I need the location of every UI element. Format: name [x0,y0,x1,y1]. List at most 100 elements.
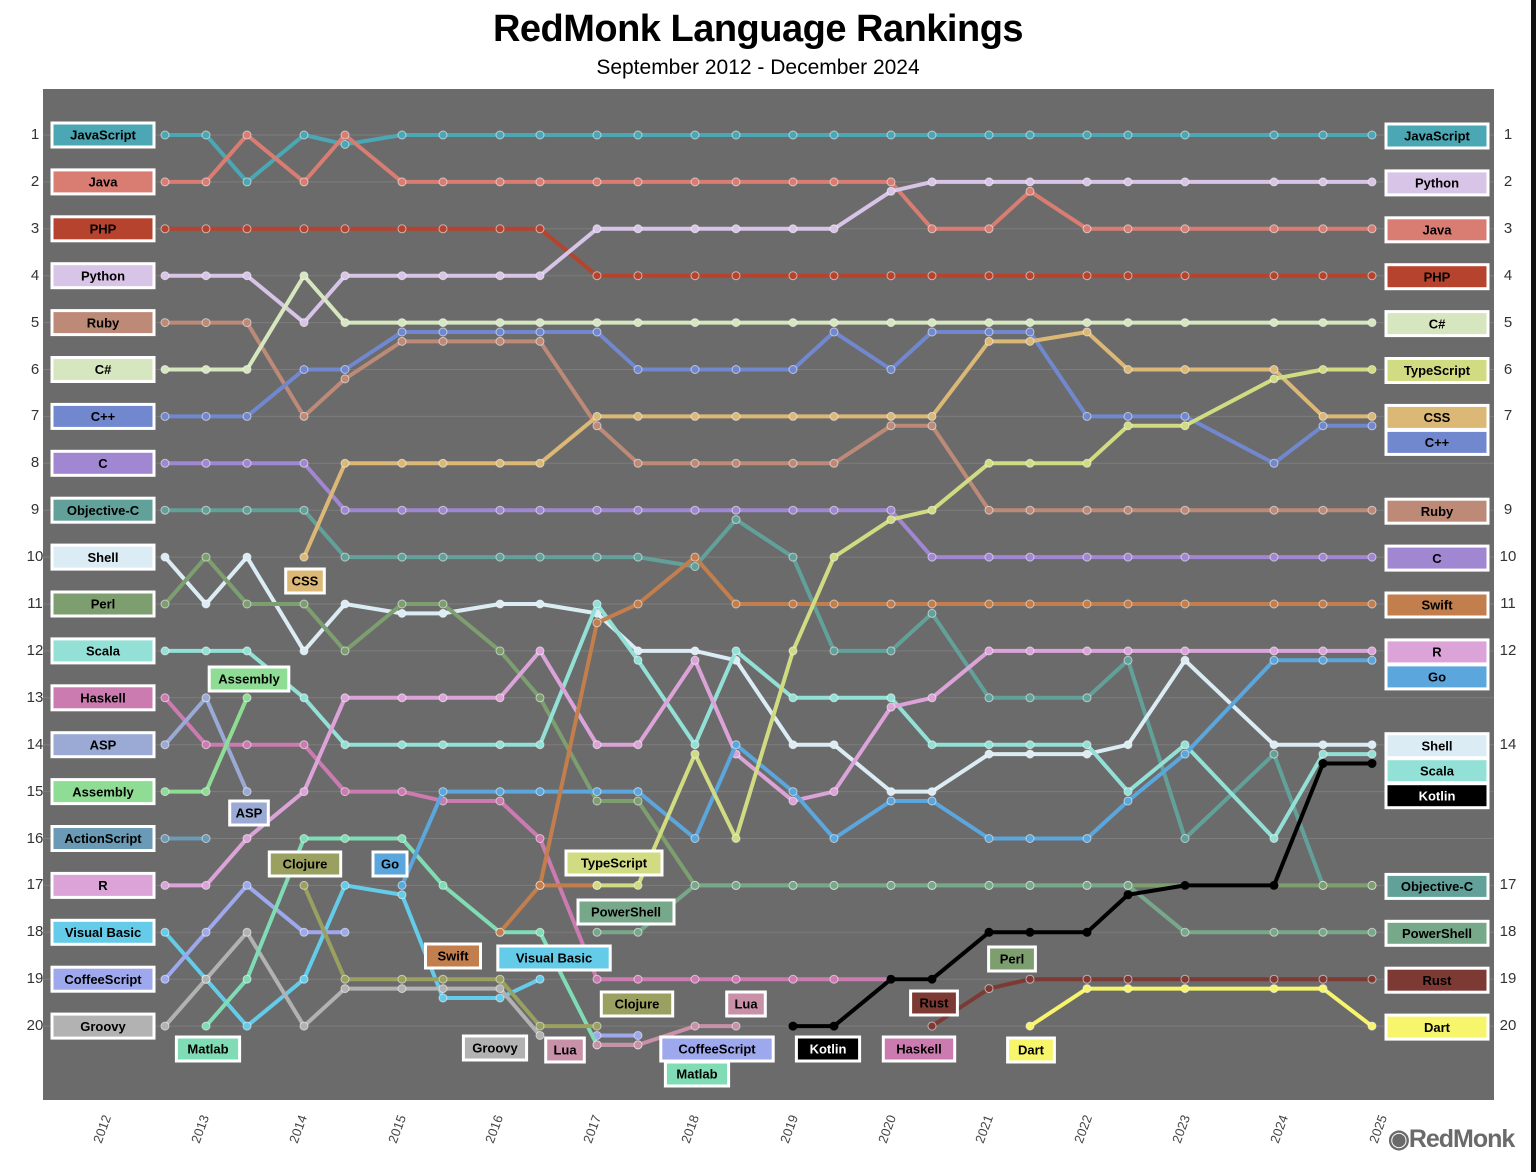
data-point [201,458,211,468]
data-point [535,1030,545,1040]
data-point [340,139,350,149]
data-point [1082,327,1092,337]
data-point [1025,318,1035,328]
data-point [1180,224,1190,234]
data-point [886,515,896,525]
data-point [438,984,448,994]
series-go [397,655,1377,890]
data-point [438,224,448,234]
y-tick-label: 20 [26,1017,44,1035]
data-point [690,561,700,571]
data-point [1180,749,1190,759]
y-tick-label: 5 [1503,313,1513,331]
data-point [886,505,896,515]
y-tick-label: 10 [26,548,44,566]
svg-text:R: R [1432,645,1442,660]
data-point [1082,646,1092,656]
data-point [829,271,839,281]
data-point [201,224,211,234]
data-point [886,130,896,140]
data-point [592,740,602,750]
data-point [299,271,309,281]
data-point [1269,130,1279,140]
page-edge [1531,0,1536,1172]
data-point [495,130,505,140]
data-point [829,787,839,797]
data-point [397,787,407,797]
start-label: Perl [50,590,156,618]
data-point [438,327,448,337]
data-point [1025,336,1035,346]
start-label: CoffeeScript [50,965,156,993]
data-point [1367,505,1377,515]
data-point [1269,749,1279,759]
svg-text:Assembly: Assembly [218,672,280,687]
data-point [160,411,170,421]
data-point [1082,927,1092,937]
series-java [160,130,1377,234]
svg-text:Perl: Perl [1000,952,1025,967]
data-point [299,787,309,797]
data-point [1082,880,1092,890]
logo-mark-icon: ◉ [1388,1125,1410,1153]
data-point [788,505,798,515]
data-point [1025,552,1035,562]
data-point [1025,271,1035,281]
data-point [1123,552,1133,562]
data-point [690,177,700,187]
data-point [829,834,839,843]
data-point [201,552,211,562]
data-point [1318,758,1328,768]
data-point [1367,1021,1377,1031]
data-point [397,224,407,234]
data-point [633,1030,643,1040]
data-point [535,599,545,609]
data-point [535,318,545,328]
series-assembly [160,693,252,797]
series-scala [160,599,1377,843]
end-label: Scala [1384,757,1490,785]
y-tick-label: 18 [26,923,44,941]
y-tick-label: 7 [1503,407,1513,425]
data-point [886,646,896,656]
start-label: Shell [50,543,156,571]
data-point [927,599,937,609]
data-point [299,927,309,937]
data-point [927,411,937,421]
data-point [1082,318,1092,328]
data-point [242,880,252,890]
data-point [633,130,643,140]
inline-label: ASP [228,799,270,827]
data-point [592,787,602,797]
data-point [1082,224,1092,234]
data-point [592,880,602,890]
svg-text:Python: Python [81,268,125,283]
y-tick-label: 17 [1499,876,1517,894]
data-point [592,618,602,628]
series-ruby [160,318,1377,515]
svg-text:Haskell: Haskell [896,1042,942,1057]
data-point [299,880,309,890]
data-point [438,177,448,187]
data-point [633,177,643,187]
data-point [1269,224,1279,234]
data-point [1123,740,1133,750]
data-point [535,130,545,140]
data-point [438,993,448,1003]
data-point [340,505,350,515]
data-point [927,130,937,140]
data-point [535,974,545,984]
inline-label: Visual Basic [496,944,612,972]
start-label: ActionScript [50,825,156,852]
data-point [535,458,545,468]
svg-text:Matlab: Matlab [187,1042,228,1057]
y-tick-label: 16 [26,829,44,847]
data-point [592,421,602,431]
data-point [1318,271,1328,281]
data-point [397,984,407,994]
data-point [592,318,602,328]
data-point [495,796,505,806]
data-point [592,130,602,140]
svg-text:R: R [98,878,108,893]
series-dart [1025,984,1377,1031]
